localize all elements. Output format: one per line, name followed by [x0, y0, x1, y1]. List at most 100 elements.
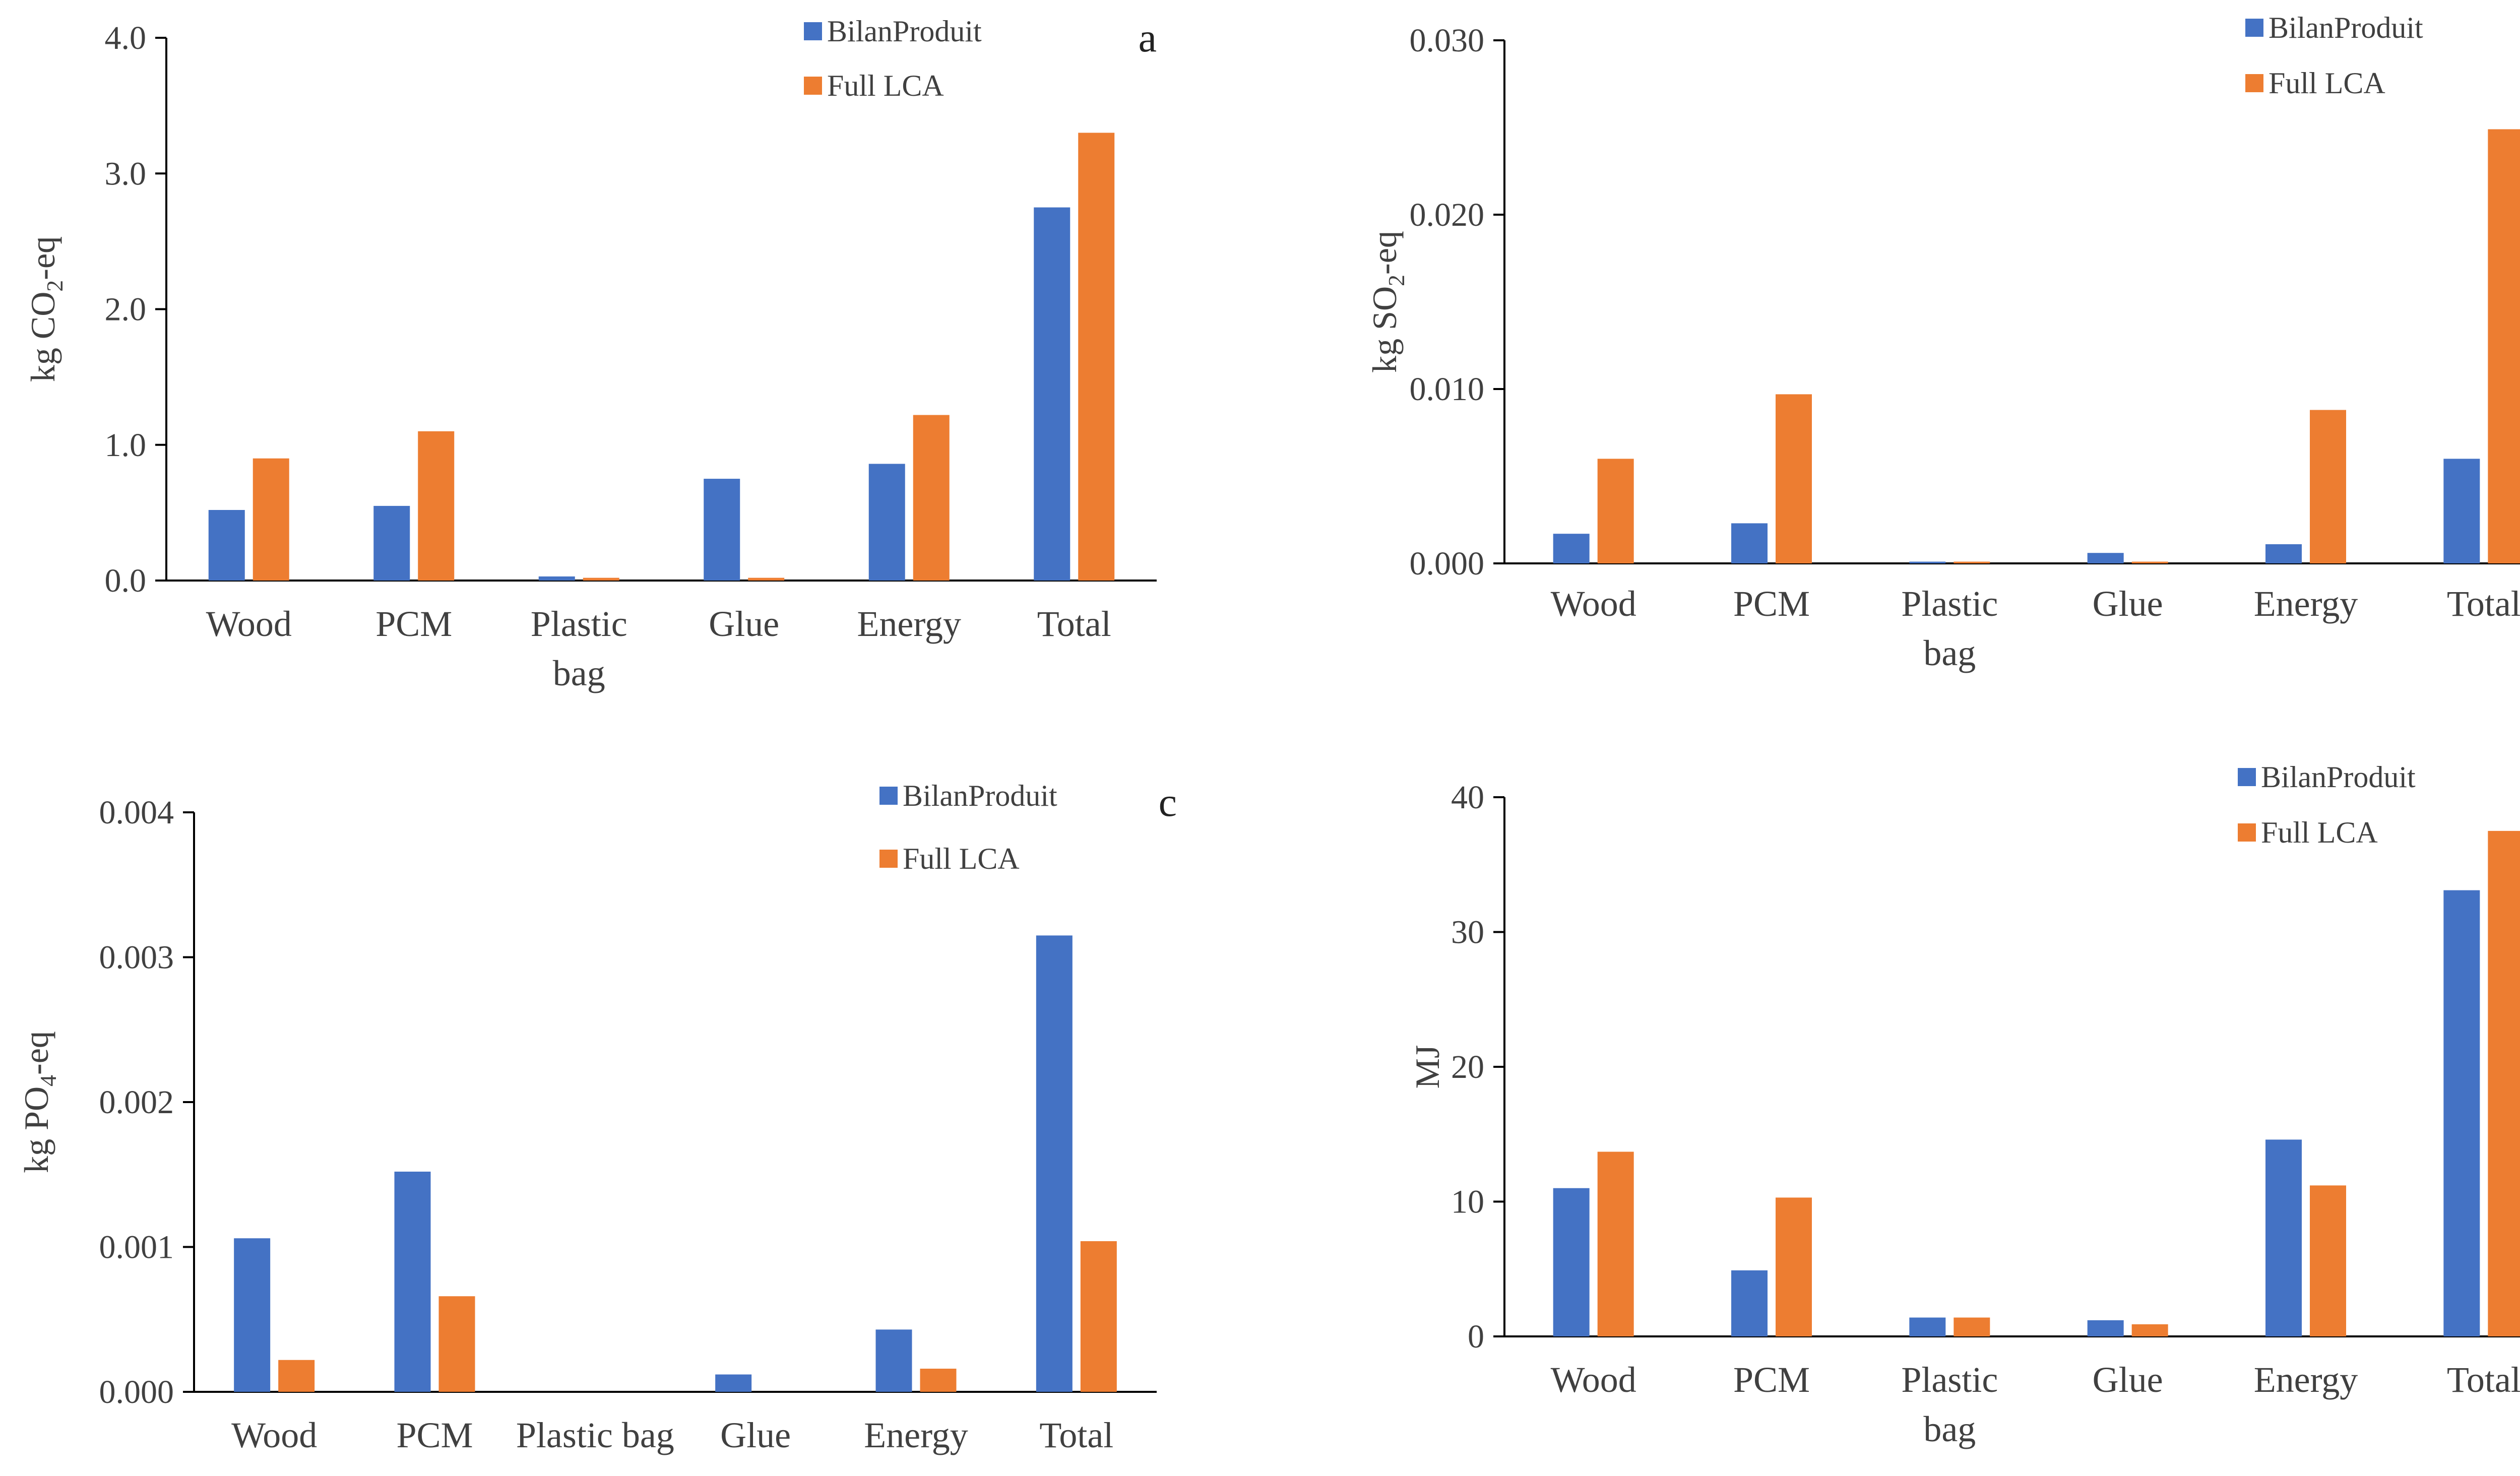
- y-tick-label: 3.0: [105, 155, 147, 192]
- y-tick-label: 0.003: [99, 939, 174, 976]
- bar-bilanproduit-pcm: [1731, 523, 1768, 563]
- bar-full-lca-wood: [278, 1360, 315, 1392]
- bar-full-lca-glue: [748, 577, 785, 581]
- bar-bilanproduit-plastic-bag: [538, 576, 575, 581]
- chart-b-svg: 0.000 0.010 0.020 0.030 kg SO2-eq Wood PCM Plas…: [1365, 11, 2520, 673]
- bar-bilanproduit-glue: [2087, 1320, 2124, 1336]
- x-category-label: Energy: [2254, 584, 2358, 624]
- bar-full-lca-pcm: [418, 431, 455, 581]
- y-axis-label: kg CO2-eq: [24, 236, 68, 382]
- bar-bilanproduit-glue: [715, 1374, 752, 1392]
- chart-c-svg: 0.000 0.001 0.002 0.003 0.004 kg PO4-eq Wood PC…: [17, 779, 1177, 1455]
- legend-swatch-full-lca: [2245, 74, 2263, 92]
- x-category-label: bag: [1923, 633, 1976, 673]
- bar-full-lca-total: [2488, 830, 2520, 1336]
- bar-full-lca-total: [1080, 1241, 1117, 1392]
- legend-swatch-full-lca: [804, 77, 822, 95]
- bar-bilanproduit-pcm: [1731, 1270, 1768, 1336]
- bar-full-lca-plastic-bag: [1954, 1317, 1990, 1336]
- x-category-label: PCM: [1733, 584, 1810, 624]
- bar-full-lca-total: [2488, 129, 2520, 564]
- y-tick-label: 10: [1451, 1184, 1484, 1221]
- x-category-label: Wood: [231, 1415, 317, 1455]
- bar-full-lca-wood: [1597, 459, 1634, 563]
- legend-swatch-full-lca: [2238, 823, 2256, 842]
- chart-panel-a: 0.0 1.0 2.0 3.0 4.0 kg CO2-eq Wood PCM Plastic ba…: [0, 0, 1293, 737]
- bar-full-lca-pcm: [438, 1296, 475, 1392]
- bar-bilanproduit-total: [2443, 890, 2480, 1336]
- x-category-label: PCM: [396, 1415, 473, 1455]
- x-category-label: PCM: [375, 604, 452, 644]
- bar-bilanproduit-total: [1034, 207, 1070, 581]
- x-category-label: Plastic: [1901, 584, 1998, 624]
- y-tick-label: 0.030: [1410, 22, 1485, 59]
- legend-swatch-bilanproduit: [2245, 19, 2263, 37]
- y-axis-label: kg SO2-eq: [1365, 231, 1409, 373]
- bar-bilanproduit-energy: [2265, 544, 2302, 563]
- legend-swatch-bilanproduit: [2238, 768, 2256, 786]
- bar-bilanproduit-glue: [704, 479, 740, 581]
- y-tick-label: 4.0: [105, 20, 147, 56]
- bar-full-lca-plastic-bag: [1954, 561, 1990, 563]
- bar-bilanproduit-pcm: [373, 505, 410, 581]
- x-category-label: Plastic: [1901, 1360, 1998, 1400]
- bar-full-lca-wood: [253, 458, 289, 581]
- y-tick-label: 0.002: [99, 1084, 174, 1121]
- bar-bilanproduit-total: [2443, 459, 2480, 563]
- bar-bilanproduit-energy: [868, 464, 905, 581]
- y-tick-label: 20: [1451, 1049, 1484, 1085]
- x-category-label: Total: [2447, 584, 2520, 624]
- chart-panel-d: 0 10 20 30 40 MJ Wood PCM Plastic bag Glue Energy To…: [1293, 737, 2520, 1473]
- bar-bilanproduit-wood: [1553, 534, 1590, 563]
- y-tick-label: 0.020: [1410, 197, 1485, 233]
- x-category-label: Total: [1039, 1415, 1113, 1455]
- y-tick-label: 0.001: [99, 1229, 174, 1266]
- bar-bilanproduit-wood: [1553, 1188, 1590, 1336]
- x-category-label: Plastic: [531, 604, 627, 644]
- x-category-label: Total: [1037, 604, 1111, 644]
- bar-bilanproduit-total: [1036, 935, 1073, 1392]
- bar-full-lca-pcm: [1776, 394, 1812, 563]
- panel-label: a: [1139, 15, 1157, 60]
- x-category-label: Glue: [709, 604, 779, 644]
- bar-bilanproduit-energy: [875, 1329, 912, 1392]
- x-category-label: Energy: [2254, 1360, 2358, 1400]
- bar-full-lca-plastic-bag: [583, 577, 619, 581]
- panel-label: c: [1159, 779, 1177, 825]
- y-axis-label: MJ: [1408, 1045, 1446, 1089]
- y-tick-label: 0.000: [1410, 545, 1485, 582]
- legend-label-bilanproduit: BilanProduit: [2261, 760, 2416, 794]
- x-category-label: bag: [553, 653, 605, 693]
- chart-panel-b: 0.000 0.010 0.020 0.030 kg SO2-eq Wood PCM Plas…: [1293, 0, 2520, 737]
- bar-full-lca-energy: [913, 415, 950, 581]
- legend-label-full-lca: Full LCA: [903, 842, 1020, 875]
- y-tick-label: 2.0: [105, 291, 147, 328]
- y-axis-label: kg PO4-eq: [17, 1031, 61, 1173]
- bar-full-lca-wood: [1597, 1151, 1634, 1336]
- x-category-label: bag: [1923, 1409, 1976, 1449]
- bar-bilanproduit-glue: [2087, 553, 2124, 563]
- chart-panel-c: 0.000 0.001 0.002 0.003 0.004 kg PO4-eq Wood PC…: [0, 737, 1293, 1473]
- bar-full-lca-energy: [920, 1369, 957, 1392]
- legend-label-full-lca: Full LCA: [827, 69, 944, 102]
- y-tick-label: 0.010: [1410, 371, 1485, 408]
- chart-d-svg: 0 10 20 30 40 MJ Wood PCM Plastic bag Glue Energy To…: [1408, 760, 2520, 1449]
- bar-full-lca-pcm: [1776, 1197, 1812, 1336]
- y-tick-label: 0: [1468, 1318, 1484, 1355]
- legend-swatch-bilanproduit: [804, 22, 822, 40]
- legend-label-bilanproduit: BilanProduit: [2269, 11, 2423, 44]
- bar-bilanproduit-plastic-bag: [1909, 1317, 1946, 1336]
- x-category-label: PCM: [1733, 1360, 1810, 1400]
- bar-bilanproduit-pcm: [394, 1172, 431, 1392]
- y-tick-label: 0.0: [105, 562, 147, 599]
- bar-full-lca-total: [1078, 133, 1115, 581]
- x-category-label: Plastic bag: [516, 1415, 674, 1455]
- x-category-label: Wood: [1551, 1360, 1636, 1400]
- x-category-label: Glue: [2093, 584, 2163, 624]
- x-category-label: Glue: [2093, 1360, 2163, 1400]
- y-tick-label: 1.0: [105, 427, 147, 464]
- legend-label-bilanproduit: BilanProduit: [827, 15, 982, 48]
- bar-full-lca-energy: [2310, 410, 2346, 563]
- x-category-label: Energy: [864, 1415, 968, 1455]
- bar-full-lca-glue: [2131, 1324, 2168, 1336]
